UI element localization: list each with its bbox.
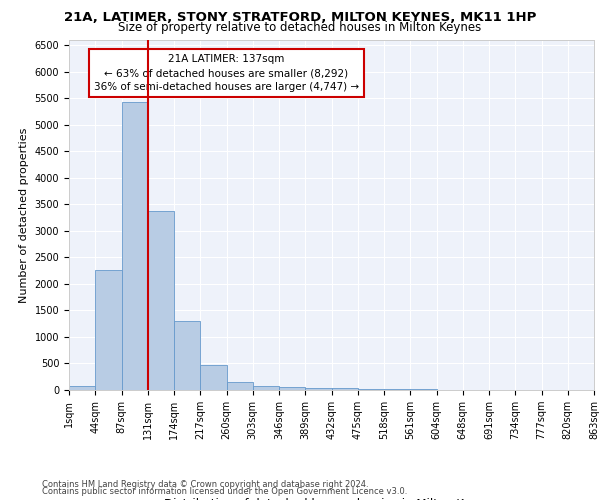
Bar <box>121 102 148 390</box>
Bar <box>148 211 174 390</box>
Bar <box>279 387 305 390</box>
Bar <box>95 270 121 390</box>
Text: 21A LATIMER: 137sqm
← 63% of detached houses are smaller (8,292)
36% of semi-det: 21A LATIMER: 137sqm ← 63% of detached ho… <box>94 54 359 92</box>
X-axis label: Distribution of detached houses by size in Milton Keynes: Distribution of detached houses by size … <box>164 498 499 500</box>
Bar <box>227 382 253 390</box>
Text: Size of property relative to detached houses in Milton Keynes: Size of property relative to detached ho… <box>118 21 482 34</box>
Bar <box>331 388 358 390</box>
Y-axis label: Number of detached properties: Number of detached properties <box>19 128 29 302</box>
Bar <box>69 386 95 390</box>
Bar <box>174 320 200 390</box>
Bar <box>358 389 384 390</box>
Text: Contains public sector information licensed under the Open Government Licence v3: Contains public sector information licen… <box>42 487 407 496</box>
Bar <box>200 364 227 390</box>
Text: 21A, LATIMER, STONY STRATFORD, MILTON KEYNES, MK11 1HP: 21A, LATIMER, STONY STRATFORD, MILTON KE… <box>64 11 536 24</box>
Text: Contains HM Land Registry data © Crown copyright and database right 2024.: Contains HM Land Registry data © Crown c… <box>42 480 368 489</box>
Bar <box>305 388 331 390</box>
Bar <box>253 386 279 390</box>
Bar <box>384 389 410 390</box>
